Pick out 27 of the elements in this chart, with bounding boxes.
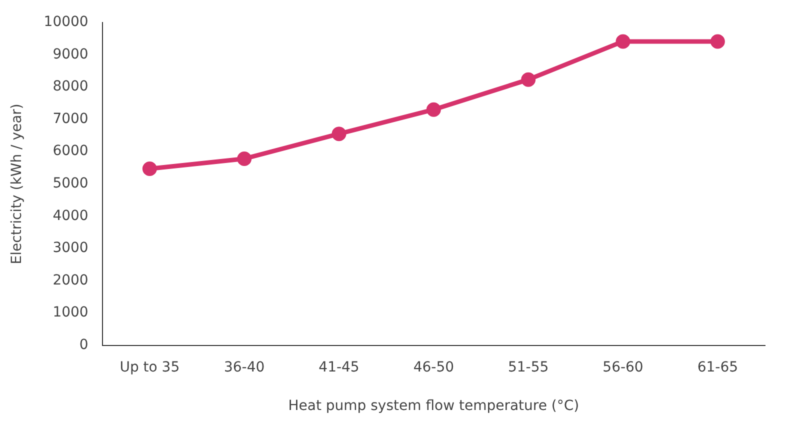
point (616, 34, 630, 49)
x-tick-label: 36-40 (224, 359, 265, 376)
x-tick-label: 41-45 (318, 359, 360, 376)
point (710, 34, 725, 49)
y-tick-label: 3000 (52, 240, 88, 256)
point (142, 161, 157, 176)
point (237, 151, 252, 166)
y-tick-label: 0 (79, 337, 88, 354)
y-tick-label: 6000 (52, 143, 88, 160)
x-axis-title: Heat pump system flow temperature (°C) (288, 398, 580, 414)
y-tick-label: 7000 (52, 110, 88, 127)
y-tick-label: 10000 (44, 14, 88, 30)
x-tick-label: Up to 35 (120, 359, 180, 376)
x-tick-label: 51-55 (508, 359, 549, 376)
point (332, 126, 346, 142)
x-tick-label: 61-65 (697, 359, 738, 376)
point (521, 72, 536, 87)
y-tick-label: 2000 (52, 272, 88, 288)
point (426, 102, 441, 117)
y-tick-label: 8000 (52, 78, 88, 95)
x-tick-label: 46-50 (413, 359, 454, 376)
y-tick-label: 9000 (52, 46, 88, 62)
y-tick-label: 5000 (52, 176, 88, 192)
x-tick-label: 56-60 (602, 359, 644, 376)
y-axis-title: Electricity (kWh / year) (9, 104, 26, 264)
y-tick-label: 1000 (52, 304, 88, 321)
y-tick-label: 4000 (52, 208, 88, 224)
